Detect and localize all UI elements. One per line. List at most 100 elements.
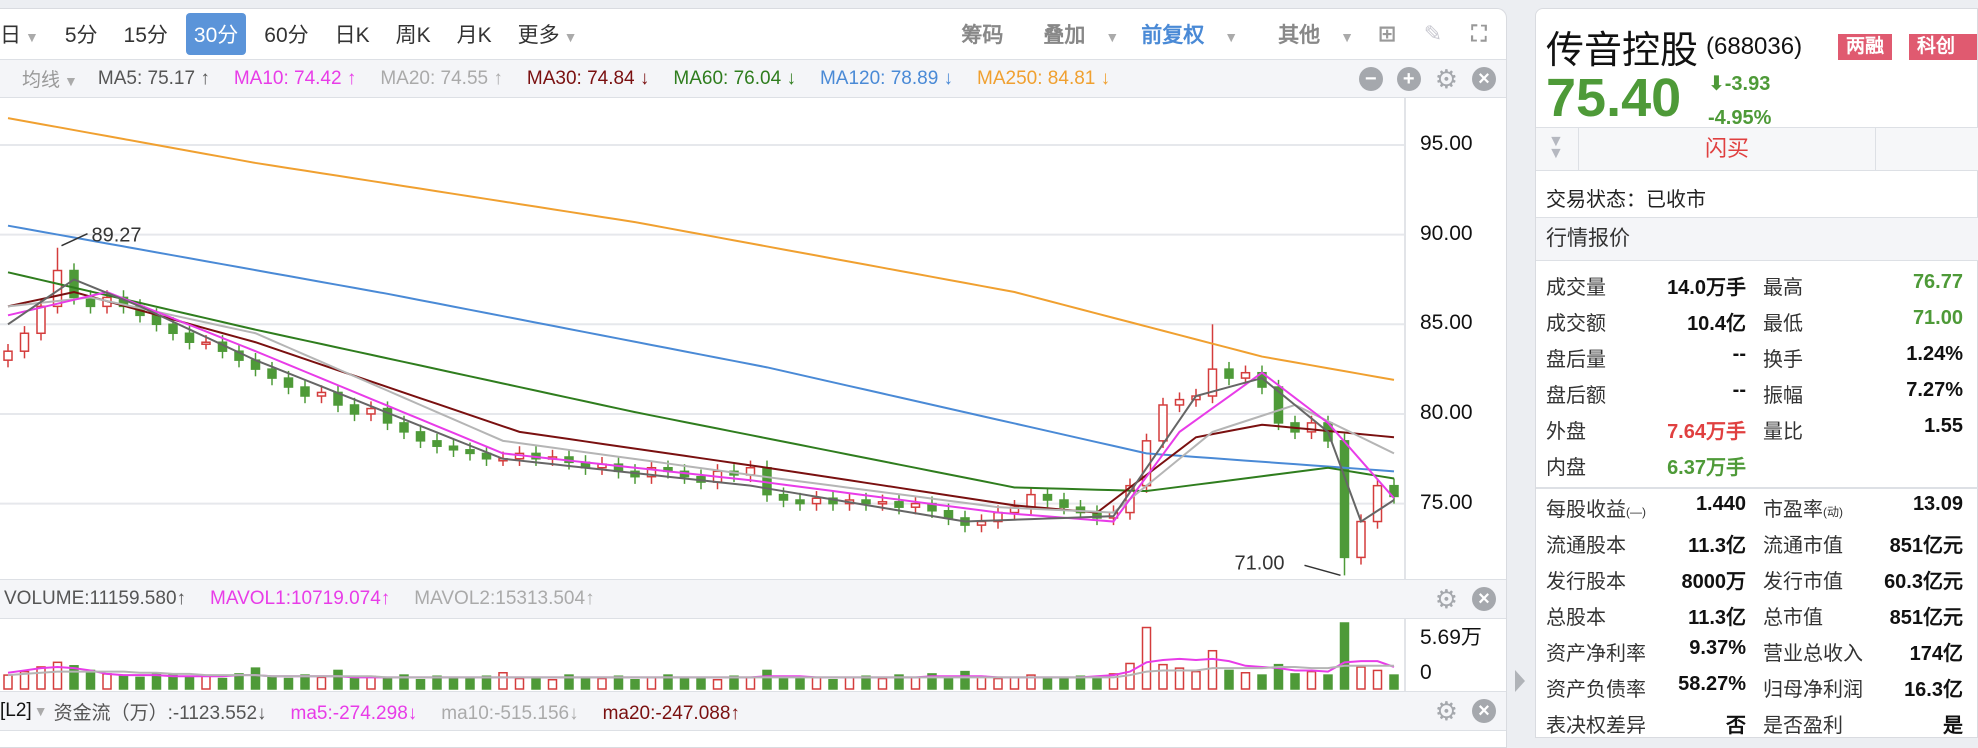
period-day[interactable]: 日 ▼ <box>0 13 47 55</box>
price-axis: 95.00 90.00 85.00 80.00 75.00 <box>1404 98 1507 579</box>
volume-bar <box>531 676 541 690</box>
field-label: 流通市值 <box>1763 529 1843 558</box>
volume-bar <box>1158 663 1168 690</box>
volume-bar <box>1339 622 1350 690</box>
collapse-icon[interactable]: ▼ ▼ <box>1548 133 1564 162</box>
legend-item: 资金流（万）:-1123.552↓ <box>53 702 267 724</box>
settings-gear-icon[interactable]: ⚙ <box>1434 696 1458 726</box>
field-label: 外盘 <box>1546 415 1586 444</box>
quote-header: 行情报价 <box>1536 217 1978 261</box>
field-label-text: 发行股本 <box>1546 571 1626 593</box>
stock-info-panel: 传音控股 (688036) 两融 科创板 75.40 ⬇-3.93 -4.95%… <box>1535 8 1978 738</box>
volume-bar <box>1207 649 1218 690</box>
volume-bar <box>927 673 937 690</box>
field-label: 盘后额 <box>1546 379 1606 408</box>
volume-panel-controls: ⚙ × <box>1421 580 1496 618</box>
flash-buy-button[interactable]: 闪买 <box>1578 128 1876 170</box>
brush-icon[interactable]: ✎ <box>1423 21 1443 46</box>
candle-body <box>1339 440 1350 559</box>
field-label-text: 最低 <box>1763 313 1803 335</box>
volume-bar <box>465 676 475 690</box>
candle-body <box>267 368 277 379</box>
volume-bar <box>1290 673 1300 690</box>
close-icon[interactable]: × <box>1472 587 1496 611</box>
settings-gear-icon[interactable]: ⚙ <box>1434 63 1458 94</box>
candle-body <box>1273 386 1284 424</box>
stock-name: 传音控股 <box>1546 30 1699 72</box>
period-5min[interactable]: 5分 <box>64 24 98 47</box>
volume-bar <box>679 677 690 690</box>
volume-bar <box>1306 670 1317 690</box>
field-label-text: 营业总收入 <box>1763 643 1863 665</box>
field-label-text: 振幅 <box>1763 385 1803 407</box>
fullscreen-icon[interactable]: ⛶ <box>1471 21 1487 46</box>
settings-gear-icon[interactable]: ⚙ <box>1434 584 1458 614</box>
legend-item: ma20:-247.088↑ <box>602 702 740 724</box>
mavol2-line <box>7 664 1394 679</box>
period-monthly-k[interactable]: 月K <box>456 24 492 47</box>
volume-bar <box>762 669 772 690</box>
volume-bar <box>564 674 574 690</box>
candle-body <box>201 341 211 345</box>
quote-row: 资产负债率 58.27% 归母净利润 16.3亿 <box>1536 673 1978 709</box>
stock-code: (688036) <box>1706 33 1803 60</box>
candle-body <box>481 452 492 460</box>
price-change-pct: -4.95% <box>1708 107 1772 129</box>
close-icon[interactable]: × <box>1472 699 1496 723</box>
chevron-down-icon: ▼ <box>563 29 578 45</box>
field-value: 851亿元 <box>1889 535 1963 557</box>
field-label-text: 成交量 <box>1546 277 1606 299</box>
volume-bar <box>1108 673 1119 690</box>
expand-arrow-icon[interactable] <box>1515 670 1525 692</box>
legend-item: MA10: 74.42 ↑ <box>233 67 357 89</box>
volume-bar <box>547 678 558 690</box>
close-icon[interactable]: × <box>1472 66 1496 91</box>
field-label-text: 换手 <box>1763 349 1803 371</box>
chevron-down-icon[interactable]: ▼ <box>33 703 48 719</box>
period-30min[interactable]: 30分 <box>185 13 247 55</box>
volume-chart[interactable] <box>0 619 1404 691</box>
candle-body <box>465 449 475 455</box>
zoom-out-icon[interactable]: − <box>1358 66 1383 91</box>
field-label: 盘后量 <box>1546 343 1606 372</box>
period-daily-k[interactable]: 日K <box>334 24 370 47</box>
adjust-button[interactable]: 前复权 ▼ <box>1121 19 1238 49</box>
field-value: 13.09 <box>1912 493 1963 515</box>
volume-bar <box>1059 677 1069 690</box>
candle-body <box>300 386 310 397</box>
field-label: 资产净利率 <box>1546 637 1646 666</box>
candlestick-chart[interactable]: 89.27 71.00 <box>0 98 1404 579</box>
l2-tag[interactable]: [L2] <box>0 700 32 721</box>
candle-body <box>1224 368 1234 379</box>
toolbar-right: 筹码 叠加 ▼ 前复权 ▼ 其他 ▼ ⊞ ✎ ⛶ <box>941 9 1492 59</box>
field-label-text: 量比 <box>1763 421 1803 443</box>
chips-button[interactable]: 筹码 <box>961 24 1004 47</box>
candle-body <box>877 501 888 505</box>
layout-grid-icon[interactable]: ⊞ <box>1377 21 1397 46</box>
ma-line-ma20 <box>7 296 1395 514</box>
field-note: (动) <box>1823 505 1843 519</box>
volume-bar <box>960 670 970 690</box>
other-label: 其他 <box>1278 24 1321 47</box>
price-axis-label: 75.00 <box>1420 490 1473 514</box>
period-15min[interactable]: 15分 <box>123 24 168 47</box>
volume-bar <box>234 673 244 690</box>
volume-bar <box>1224 669 1234 690</box>
ma-selector[interactable]: 均线 ▼ <box>22 65 78 92</box>
volume-bar <box>102 673 112 690</box>
field-label-text: 内盘 <box>1546 457 1586 479</box>
legend-item: MA20: 74.55 ↑ <box>380 67 503 89</box>
overlay-button[interactable]: 叠加 ▼ <box>1023 19 1119 49</box>
margin-tag: 两融 <box>1838 34 1893 60</box>
period-60min[interactable]: 60分 <box>264 24 309 47</box>
field-label-text: 发行市值 <box>1763 571 1843 593</box>
candle-body <box>976 520 987 526</box>
other-button[interactable]: 其他 ▼ <box>1258 19 1354 49</box>
volume-bar <box>1323 674 1333 690</box>
zoom-in-icon[interactable]: + <box>1396 66 1421 91</box>
volume-bar <box>861 675 871 690</box>
ma-line-ma30 <box>7 290 1395 514</box>
period-weekly-k[interactable]: 周K <box>395 24 431 47</box>
more-periods[interactable]: 更多 ▼ <box>510 13 586 55</box>
field-value: 851亿元 <box>1889 607 1963 629</box>
